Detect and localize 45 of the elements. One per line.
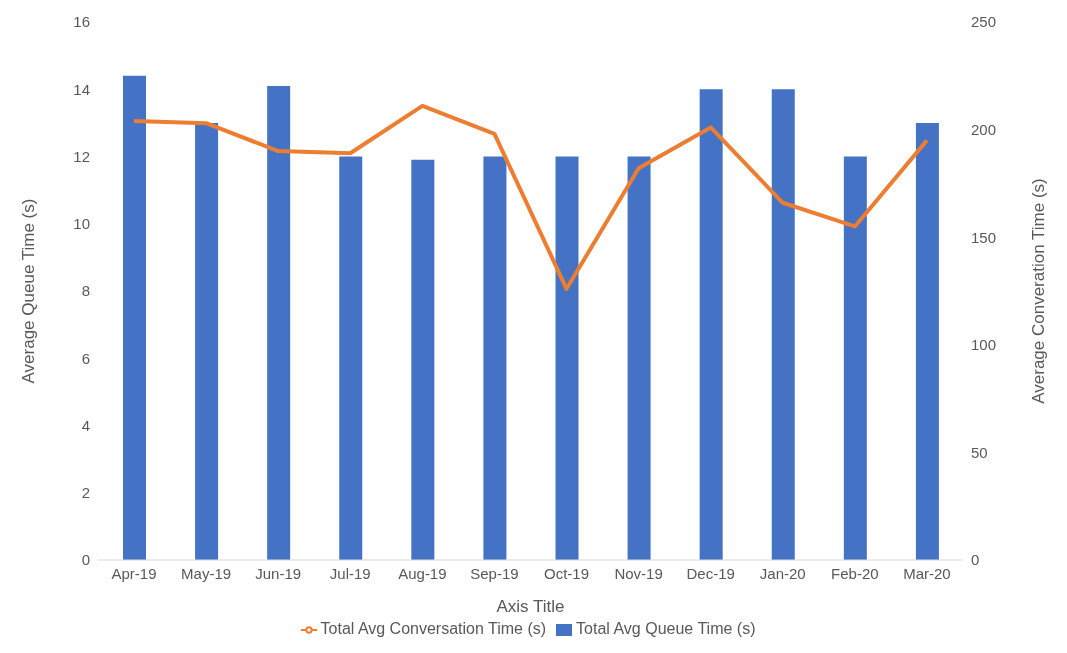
- y2-tick-label: 150: [971, 228, 997, 246]
- y-tick-label: 14: [73, 80, 90, 98]
- bar: [915, 122, 939, 560]
- bar: [411, 159, 435, 560]
- y2-axis-title: Average Converation Time (s): [1029, 178, 1049, 404]
- y2-tick-label: 100: [971, 336, 997, 354]
- bar: [555, 156, 579, 560]
- legend-label: Total Avg Conversation Time (s): [320, 620, 547, 637]
- y2-tick-label: 250: [971, 13, 997, 31]
- line-series: [132, 103, 929, 291]
- x-tick-label: May-19: [181, 564, 232, 582]
- y2-tick-label: 0: [971, 551, 980, 569]
- x-tick-label: Oct-19: [544, 564, 590, 582]
- x-tick-label: Jun-19: [255, 564, 302, 582]
- y2-tick-label: 200: [971, 120, 997, 138]
- x-tick-label: Jul-19: [329, 564, 371, 582]
- y-tick-label: 16: [73, 13, 90, 31]
- x-tick-label: Aug-19: [398, 564, 447, 582]
- bar: [699, 89, 723, 560]
- x-tick-label: Apr-19: [111, 564, 157, 582]
- y-tick-label: 0: [81, 551, 90, 569]
- bar: [843, 156, 867, 560]
- x-tick-label: Feb-20: [831, 564, 879, 582]
- y2-tick-label: 50: [971, 443, 988, 461]
- x-tick-label: Mar-20: [903, 564, 951, 582]
- x-tick-label: Sep-19: [470, 564, 519, 582]
- y-tick-label: 12: [73, 147, 90, 165]
- y-tick-label: 10: [73, 215, 90, 233]
- bar: [771, 89, 795, 560]
- bar: [483, 156, 507, 560]
- x-axis-title: Axis Title: [496, 597, 565, 616]
- bar: [339, 156, 363, 560]
- bar: [123, 75, 146, 560]
- y-tick-label: 8: [81, 282, 90, 300]
- legend-label: Total Avg Queue Time (s): [576, 620, 756, 637]
- bar: [267, 85, 291, 560]
- y-tick-label: 2: [81, 484, 90, 502]
- bar: [195, 122, 219, 560]
- y-tick-label: 4: [81, 416, 90, 434]
- x-tick-label: Jan-20: [759, 564, 806, 582]
- x-tick-label: Nov-19: [614, 564, 663, 582]
- x-tick-label: Dec-19: [686, 564, 735, 582]
- y-tick-label: 6: [81, 349, 90, 367]
- bar: [627, 156, 651, 560]
- y-axis-title: Average Queue Time (s): [19, 198, 39, 384]
